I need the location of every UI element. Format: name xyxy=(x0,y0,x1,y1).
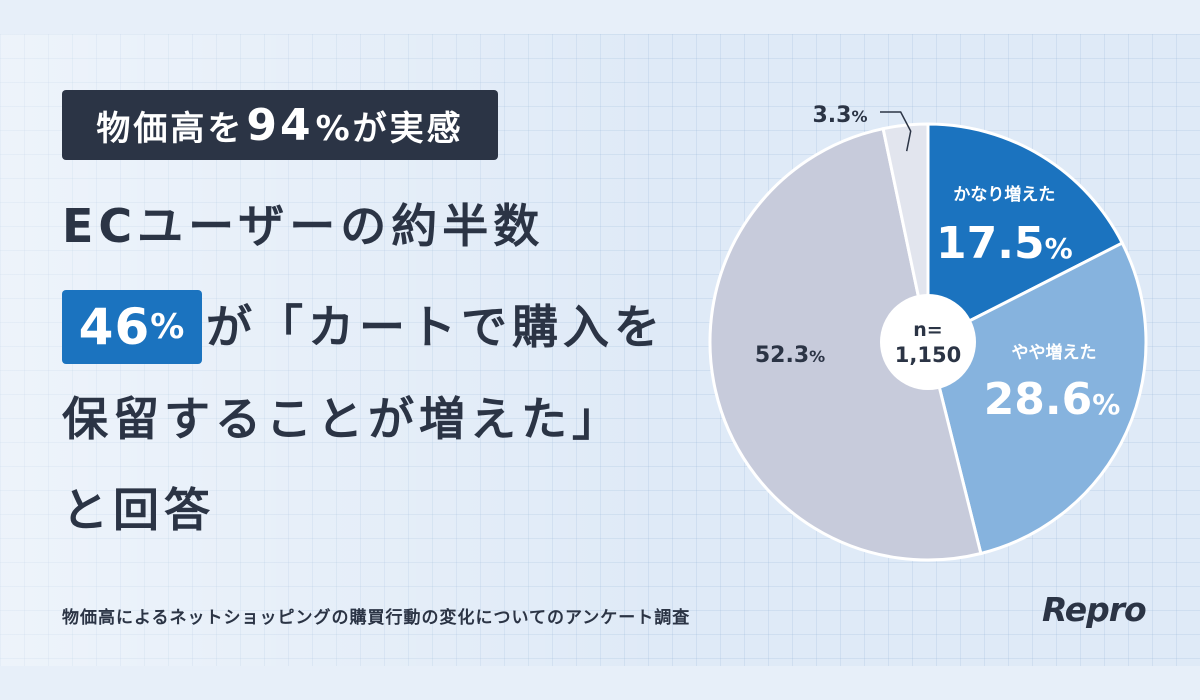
slice-name-1: やや増えた xyxy=(1012,342,1097,363)
pie-slice-3 xyxy=(881,122,930,343)
survey-caption: 物価高によるネットショッピングの購買行動の変化についてのアンケート調査 xyxy=(62,608,691,628)
highlight-percent-box: 46% xyxy=(62,290,202,364)
headline-badge: 物価高を 94 %が実感 xyxy=(62,90,498,160)
headline-line-2-text: が「カートで購入を xyxy=(206,300,665,354)
pie-slice-2 xyxy=(708,126,983,562)
repro-logo: Repro xyxy=(1042,590,1147,629)
pie-slice-1 xyxy=(926,241,1148,556)
slice-name-0: かなり増えた xyxy=(953,184,1055,205)
slice-value-1: 28.6% xyxy=(984,374,1121,425)
highlight-number: 46 xyxy=(78,298,151,356)
headline-line-4: と回答 xyxy=(62,483,215,537)
slice-value-0: 17.5% xyxy=(936,218,1073,269)
pie-slice-0 xyxy=(926,122,1125,345)
slice-leader-line-3 xyxy=(880,111,912,152)
badge-suffix: %が実感 xyxy=(315,108,464,149)
sample-size-label: n= xyxy=(913,319,942,341)
badge-prefix: 物価高を xyxy=(96,108,245,149)
pie-center-circle xyxy=(880,294,976,390)
sample-size-value: 1,150 xyxy=(895,343,961,367)
badge-number: 94 xyxy=(246,99,314,151)
highlight-unit: % xyxy=(150,307,186,347)
headline-line-2: 46% が「カートで購入を xyxy=(62,290,665,364)
headline-line-3: 保留することが増えた」 xyxy=(62,392,623,446)
headline-line-1: ECユーザーの約半数 xyxy=(62,199,545,253)
slice-value-2: 52.3% xyxy=(755,343,825,368)
slice-value-3: 3.3% xyxy=(812,103,867,128)
